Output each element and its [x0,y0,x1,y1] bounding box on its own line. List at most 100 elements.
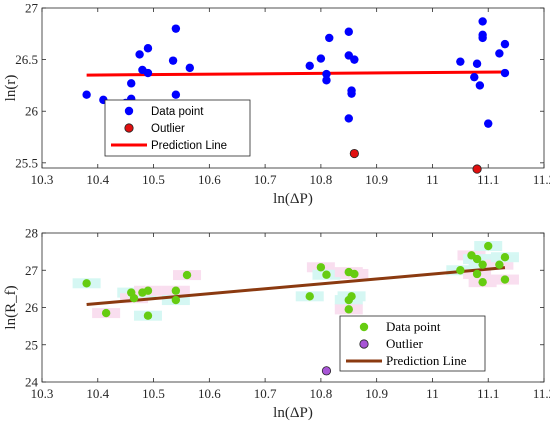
chart-panel-2: 10.3 10.4 10.5 10.6 10.7 10.8 10.9 11 11.1 11.2 24… [3,226,550,422]
y-tick-label: 26 [25,300,39,315]
data-point [171,295,181,305]
legend-swatch-data [359,322,369,332]
data-point [322,69,331,79]
data-point [472,59,482,68]
x-tick-label: 10.5 [142,172,165,187]
data-point [305,61,314,71]
data-point [344,305,353,314]
x-tick-label: 10.4 [86,172,109,187]
x-tick-label: 10.7 [254,386,277,401]
data-point [478,277,487,287]
data-point [168,56,178,65]
prediction-line [86,70,505,77]
legend-label-data: Data point [151,106,204,118]
data-point [456,57,465,66]
data-point [182,270,192,280]
legend-label-line: Prediction Line [386,353,467,368]
data-point [344,114,353,123]
data-point [325,33,334,43]
data-point [322,76,331,85]
data-point [478,260,487,269]
data-point [456,266,465,275]
x-tick-label: 11.1 [477,172,499,187]
x-tick-label: 10.7 [254,172,277,187]
x-tick-label: 10.8 [310,386,333,401]
y-tick-label: 26 [25,104,39,119]
data-point [316,54,326,63]
data-point [143,311,153,320]
x-tick-label: 10.6 [198,172,221,187]
x-tick-label: 11.1 [477,386,499,401]
uncertainty-bands [72,241,519,321]
data-point [82,90,91,99]
data-point [305,292,314,301]
x-tick-label: 10.9 [365,386,388,401]
data-point [347,292,356,301]
data-point [185,63,195,73]
y-tick-label: 28 [25,226,38,241]
data-point [143,286,153,295]
y-tick-label: 24 [25,375,39,390]
data-point [495,49,504,58]
legend-label-line: Prediction Line [151,140,227,152]
data-point [495,260,504,269]
outlier-point [321,366,332,376]
plot-frame [41,7,545,169]
chart-panel-1: 10.3 10.4 10.5 10.6 10.7 10.8 10.9 11 11.1 11.2 25… [3,1,550,208]
legend-label-outlier: Outlier [151,123,185,135]
data-point [344,27,353,36]
data-point [484,241,493,251]
x-tick-label: 11 [426,172,439,187]
x-axis-label: ln(ΔP) [273,405,313,421]
data-point [500,39,510,49]
outlier-point [472,164,482,174]
data-point [478,17,487,26]
data-point [143,68,153,78]
data-point [500,253,510,262]
data-point [472,269,482,279]
data-point [135,50,144,59]
prediction-line [86,266,506,307]
data-point [129,293,139,303]
y-tick-label: 27 [25,1,39,16]
x-tick-label: 11.2 [533,386,550,401]
x-tick-label: 10.3 [31,386,54,401]
data-point [478,30,487,40]
data-point [484,119,493,128]
outlier-point [349,148,359,159]
x-tick-label: 10.4 [86,386,109,401]
data-point [101,308,111,318]
data-point [350,55,359,64]
data-point [347,89,356,98]
x-tick-label: 10.6 [198,386,221,401]
data-point [171,24,181,33]
x-tick-label: 10.8 [310,172,333,187]
data-point [171,90,181,99]
legend-swatch-data [124,106,134,116]
legend-swatch-outlier [124,123,134,133]
y-axis-label: ln(R_f) [3,285,19,329]
data-point [472,254,482,264]
x-tick-label: 11.2 [533,172,550,187]
data-point [500,68,510,78]
y-tick-label: 27 [25,263,39,278]
data-point [475,81,485,90]
legend-swatch-outlier [359,339,369,349]
x-tick-label: 11 [426,386,439,401]
legend-label-data: Data point [386,319,441,334]
data-point [322,270,331,279]
y-tick-label: 25 [25,337,38,352]
x-tick-label: 10.3 [31,172,54,187]
data-point [171,286,181,295]
y-tick-label: 25.5 [15,155,38,170]
legend: Data point Outlier Prediction Line [104,99,251,157]
x-tick-label: 10.5 [142,386,165,401]
y-axis-label: ln(r) [3,75,19,102]
data-point [82,279,91,288]
legend-label-outlier: Outlier [386,336,423,351]
y-tick-label: 26.5 [15,52,38,67]
data-point [127,79,136,88]
data-point [143,44,153,53]
data-point [350,269,359,279]
